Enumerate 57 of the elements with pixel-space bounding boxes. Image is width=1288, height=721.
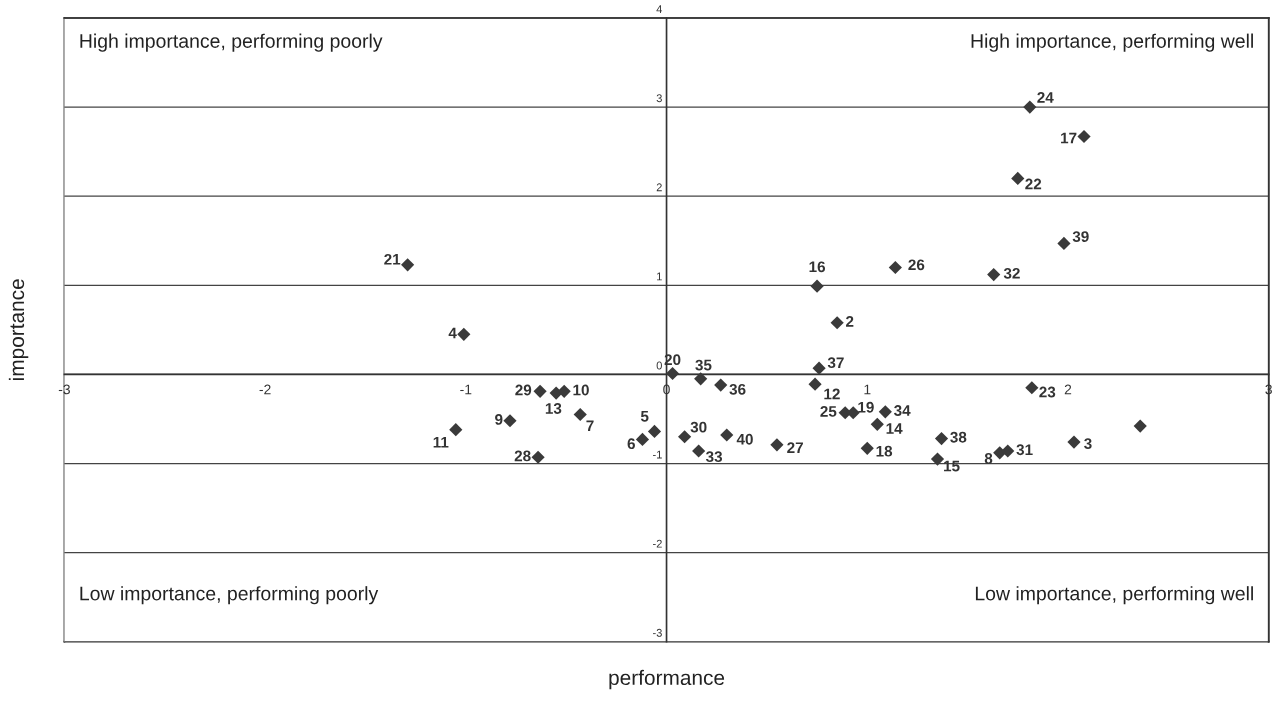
annotation: 37 — [827, 357, 844, 369]
annotation: 38 — [950, 431, 967, 443]
annotation: 11 — [433, 436, 449, 448]
annotation: 2 — [846, 316, 854, 327]
y-tick-label: -2 — [652, 539, 662, 548]
y-axis-title: importance — [8, 279, 29, 380]
y-tick-label: 1 — [657, 272, 662, 281]
annotation: 29 — [515, 384, 532, 396]
annotation: 21 — [384, 253, 401, 265]
annotation: 6 — [627, 438, 635, 450]
annotation: 15 — [944, 460, 960, 472]
annotation: 32 — [1003, 267, 1020, 279]
annotation: 34 — [894, 405, 911, 416]
y-tick-label: -3 — [652, 628, 662, 637]
annotation: 17 — [1061, 132, 1077, 144]
y-tick-label: 2 — [656, 183, 662, 192]
annotation: 13 — [545, 403, 562, 414]
annotation: 40 — [736, 433, 753, 445]
annotation: Low importance, performing poorly — [80, 586, 379, 605]
annotation: 18 — [876, 445, 893, 457]
annotation: Low importance, performing well — [975, 586, 1253, 605]
annotation: 24 — [1037, 92, 1054, 103]
annotation: 4 — [448, 327, 457, 339]
y-tick-label: 4 — [656, 5, 663, 13]
annotation: 19 — [858, 401, 874, 413]
x-tick-label: -1 — [460, 384, 472, 395]
annotation: 12 — [824, 388, 840, 400]
annotation: 31 — [1016, 444, 1033, 456]
y-tick-label: -1 — [652, 450, 662, 459]
annotation: 36 — [729, 383, 746, 395]
annotation: High importance, performing well — [971, 33, 1253, 52]
annotation: 39 — [1072, 231, 1089, 242]
x-axis-title: performance — [609, 669, 725, 690]
x-tick-label: -3 — [58, 384, 70, 395]
annotation: 3 — [1084, 438, 1092, 450]
annotation: 10 — [573, 384, 589, 396]
annotation: 33 — [705, 451, 723, 463]
annotation: 35 — [695, 359, 712, 371]
annotation: 5 — [640, 410, 649, 422]
annotation: 30 — [690, 421, 707, 433]
annotation: 26 — [908, 259, 925, 271]
annotation: 9 — [495, 414, 503, 425]
annotation: 22 — [1025, 178, 1042, 190]
annotation: 8 — [984, 453, 993, 464]
y-tick-label: 0 — [656, 361, 662, 370]
annotation: High importance, performing poorly — [80, 33, 383, 52]
x-tick-label: -2 — [259, 384, 271, 395]
x-tick-label: 1 — [864, 384, 871, 395]
y-tick-label: 3 — [656, 94, 662, 103]
annotation: 14 — [886, 423, 903, 434]
annotation: 7 — [586, 420, 594, 431]
annotation: 16 — [809, 261, 826, 273]
annotation: 23 — [1039, 386, 1056, 398]
x-tick-label: 2 — [1064, 384, 1072, 395]
annotation: 25 — [820, 406, 837, 417]
annotation: 28 — [514, 450, 531, 462]
annotation: 27 — [787, 442, 803, 453]
